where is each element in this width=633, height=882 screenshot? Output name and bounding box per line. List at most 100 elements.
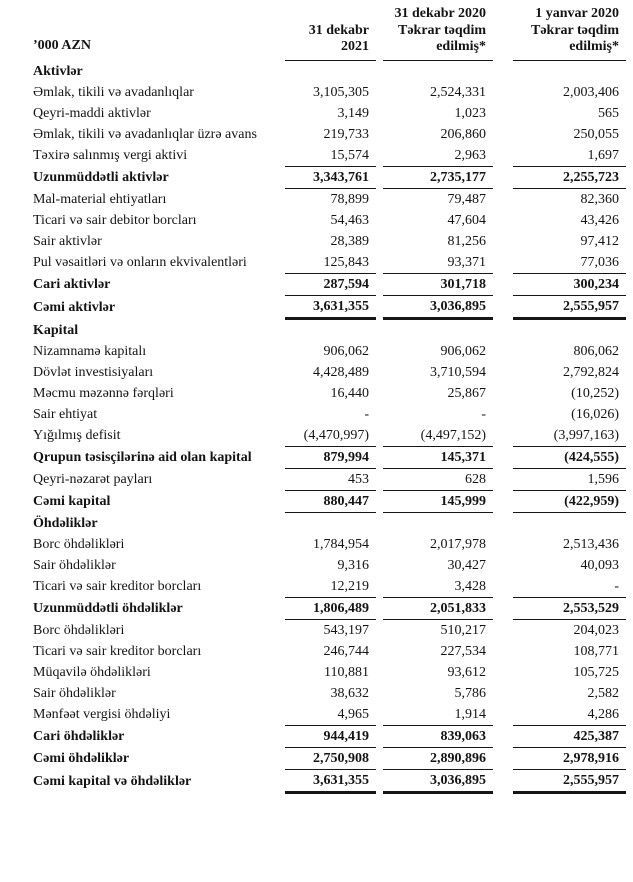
value-cell: 1,596 — [513, 468, 626, 491]
row-label: Öhdəliklər — [33, 515, 98, 531]
value-cell: (422,959) — [513, 490, 626, 513]
section-header-row: Aktivlər — [33, 61, 626, 82]
section-header-row: Kapital — [33, 320, 626, 341]
column-gap — [493, 576, 513, 598]
column-gap — [376, 425, 383, 447]
table-row: Borc öhdəlikləri 543,197 510,217 204,023 — [33, 620, 626, 641]
value-cell: 125,843 — [285, 251, 376, 274]
balance-sheet-table: ’000 AZN 31 dekabr 2021 31 dekabr 2020 T… — [33, 6, 626, 794]
column-gap — [376, 189, 383, 210]
column-gap — [493, 641, 513, 662]
value-cell: 543,197 — [323, 622, 370, 638]
value-cell: 2,555,957 — [513, 769, 626, 794]
value-cell: 2,963 — [383, 144, 493, 167]
column-gap — [493, 597, 513, 619]
row-label: Əmlak, tikili və avadanlıqlar — [33, 84, 194, 100]
column-gap — [493, 210, 513, 231]
value-cell: 97,412 — [580, 233, 620, 249]
column-gap — [493, 383, 513, 404]
value-cell — [513, 61, 626, 82]
table-row: Müqavilə öhdəlikləri 110,881 93,612 105,725 — [33, 662, 626, 683]
column-gap — [493, 295, 513, 318]
column-gap — [493, 404, 513, 425]
row-label: Cəmi kapital və öhdəliklər — [33, 774, 192, 789]
header-row: ’000 AZN 31 dekabr 2021 31 dekabr 2020 T… — [33, 6, 626, 61]
value-cell: 1,914 — [383, 703, 493, 726]
column-gap — [493, 425, 513, 447]
column-gap — [376, 103, 383, 124]
value-cell: 806,062 — [573, 343, 620, 359]
value-cell: - — [364, 406, 369, 422]
value-cell — [513, 320, 626, 341]
value-cell: 25,867 — [447, 385, 487, 401]
value-cell: 2,003,406 — [563, 84, 619, 100]
column-gap — [493, 124, 513, 145]
column-gap — [376, 704, 383, 726]
total-row: Cəmi kapital 880,447 145,999 (422,959) — [33, 490, 626, 513]
table-row: Nizamnamə kapitalı 906,062 906,062 806,062 — [33, 341, 626, 362]
value-cell: 93,612 — [447, 664, 487, 680]
row-label: Ticari və sair kreditor borcları — [33, 643, 202, 659]
column-gap — [493, 769, 513, 792]
value-cell: 47,604 — [447, 212, 487, 228]
column-gap — [376, 641, 383, 662]
column-gap — [376, 490, 383, 512]
value-cell: - — [513, 575, 626, 598]
column-gap — [376, 468, 383, 490]
row-label: Borc öhdəlikləri — [33, 536, 125, 552]
value-cell — [513, 513, 626, 534]
value-cell: 944,419 — [285, 725, 376, 748]
column-gap — [376, 683, 383, 704]
table-row: Pul vəsaitləri və onların ekvivalentləri… — [33, 251, 626, 274]
total-row: Cəmi öhdəliklər 2,750,908 2,890,896 2,978,9… — [33, 747, 626, 770]
row-label: Cari öhdəliklər — [33, 729, 125, 744]
row-label: Sair öhdəliklər — [33, 557, 116, 573]
column-gap — [376, 320, 383, 341]
value-cell: 40,093 — [580, 557, 620, 573]
column-gap — [493, 231, 513, 252]
value-cell — [383, 61, 493, 82]
value-cell: 453 — [285, 468, 376, 491]
total-row: Cəmi kapital və öhdəliklər 3,631,355 3,036… — [33, 769, 626, 794]
column-gap — [493, 341, 513, 362]
column-gap — [376, 446, 383, 468]
row-label: Təxirə salınmış vergi aktivi — [33, 148, 188, 163]
value-cell: 300,234 — [513, 273, 626, 296]
table-row: Sair aktivlər 28,389 81,256 97,412 — [33, 231, 626, 252]
column-gap — [376, 769, 383, 792]
total-row: Qrupun təsisçilərinə aid olan kapital 879… — [33, 446, 626, 469]
value-cell — [383, 513, 493, 534]
row-label: Qeyri-nəzarət payları — [33, 472, 153, 487]
table-row: Əmlak, tikili və avadanlıqlar üzrə avans… — [33, 124, 626, 145]
row-label: Dövlət investisiyaları — [33, 364, 154, 380]
row-label: Sair ehtiyat — [33, 406, 98, 422]
value-cell: (3,997,163) — [513, 424, 626, 447]
value-cell: 906,062 — [440, 343, 487, 359]
value-cell: 565 — [598, 105, 619, 121]
column-gap — [493, 6, 513, 60]
column-gap — [376, 725, 383, 747]
value-cell — [383, 320, 493, 341]
value-cell: 2,555,957 — [513, 295, 626, 320]
column-gap — [493, 320, 513, 341]
column-gap — [376, 295, 383, 318]
value-cell: 246,744 — [323, 643, 370, 659]
column-gap — [376, 6, 383, 60]
value-cell: 145,999 — [383, 490, 493, 513]
column-header-line: edilmiş* — [436, 39, 486, 54]
value-cell: 839,063 — [383, 725, 493, 748]
column-gap — [493, 252, 513, 274]
column-gap — [493, 189, 513, 210]
column-gap — [376, 166, 383, 188]
column-gap — [493, 513, 513, 534]
table-row: Qeyri-nəzarət payları 453 628 1,596 — [33, 468, 626, 491]
value-cell: 93,371 — [383, 251, 493, 274]
column-gap — [376, 620, 383, 641]
column-gap — [376, 341, 383, 362]
column-gap — [376, 747, 383, 769]
value-cell: 1,023 — [454, 105, 487, 121]
row-label: Qeyri-maddi aktivlər — [33, 105, 151, 121]
value-cell: 879,994 — [285, 446, 376, 469]
value-cell: 82,360 — [580, 191, 620, 207]
column-gap — [376, 61, 383, 82]
